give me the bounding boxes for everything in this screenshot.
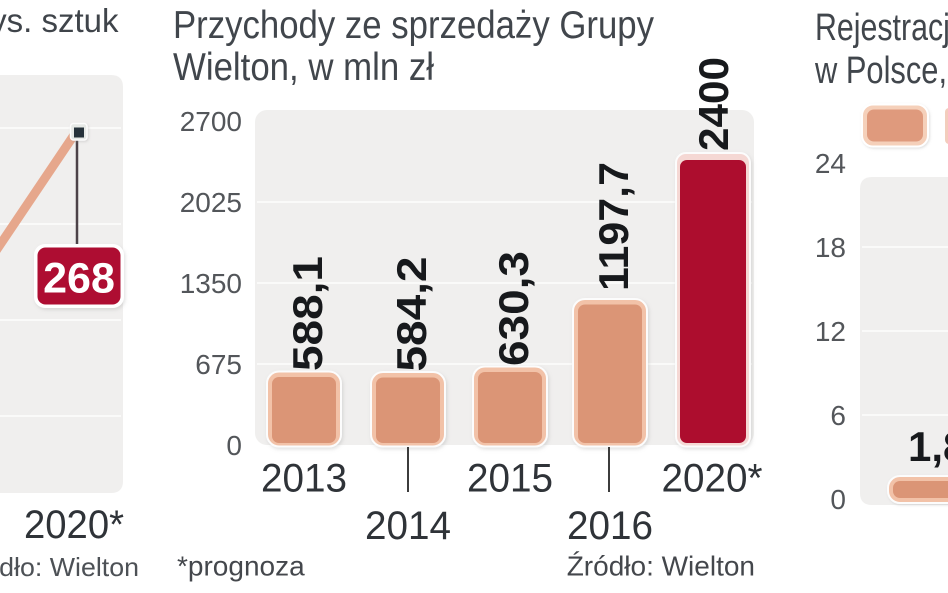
svg-text:w tys. sztuk: w tys. sztuk [0,2,119,39]
svg-text:2014: 2014 [365,504,451,548]
svg-text:675: 675 [195,349,242,380]
svg-text:Wielton, w mln zł: Wielton, w mln zł [173,46,434,89]
svg-text:24: 24 [815,148,846,179]
svg-text:2700: 2700 [180,106,242,137]
svg-text:0: 0 [226,430,242,461]
svg-text:1,8: 1,8 [908,423,948,470]
svg-text:6: 6 [830,400,846,431]
svg-text:2400: 2400 [690,57,737,151]
svg-text:12: 12 [815,316,846,347]
svg-text:2015: 2015 [467,457,553,501]
svg-text:18: 18 [815,232,846,263]
svg-text:2020*: 2020* [662,457,763,501]
svg-text:Przychody ze sprzedaży Grupy: Przychody ze sprzedaży Grupy [173,4,654,47]
svg-text:Rejestracje naczep: Rejestracje naczep [815,7,948,49]
svg-text:Źródło: Wielton: Źródło: Wielton [567,551,755,582]
svg-text:1350: 1350 [180,268,242,299]
svg-text:588,1: 588,1 [284,256,331,371]
svg-text:0: 0 [830,484,846,515]
svg-text:2013: 2013 [261,457,347,501]
svg-text:Źródło: Wielton: Źródło: Wielton [0,552,139,582]
svg-text:630,3: 630,3 [490,251,537,366]
svg-text:268: 268 [43,255,115,303]
svg-text:*prognoza: *prognoza [177,551,305,582]
svg-text:2025: 2025 [180,187,242,218]
svg-text:w Polsce, w tys. sztuk: w Polsce, w tys. sztuk [814,50,948,92]
svg-text:1197,7: 1197,7 [590,162,637,291]
svg-text:584,2: 584,2 [388,257,435,372]
svg-text:2020*: 2020* [24,503,124,547]
svg-text:2016: 2016 [567,504,653,548]
